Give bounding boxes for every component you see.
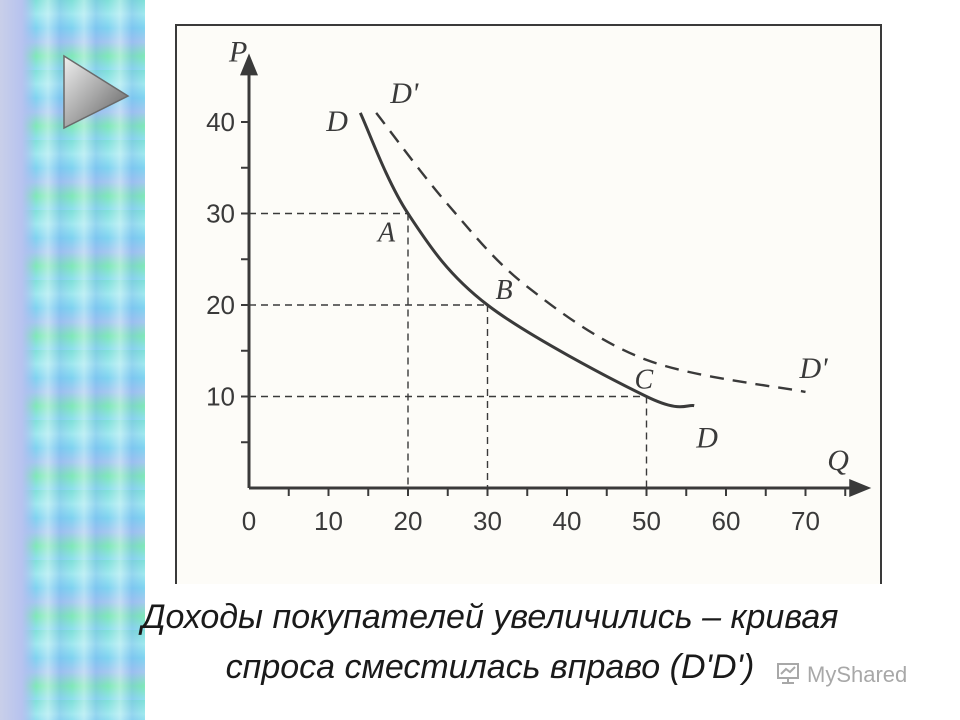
watermark-text: MyShared [807, 662, 908, 687]
y-tick-label: 40 [206, 107, 235, 137]
chart-panel: 0 10 20 30 40 50 60 70 10 20 30 40 P Q D D D' D' A B C [175, 24, 882, 584]
x-axis-arrowhead [849, 479, 872, 497]
y-tick-label: 30 [206, 199, 235, 229]
demand-curve-d [358, 112, 695, 409]
decorative-side-edge [0, 0, 36, 720]
x-tick-label: 0 [242, 506, 256, 536]
demand-chart: 0 10 20 30 40 50 60 70 10 20 30 40 P Q D D D' D' A B C [206, 35, 872, 536]
caption-line-2: спроса сместилась вправо (D'D') [225, 648, 755, 686]
x-tick-label: 60 [712, 506, 741, 536]
x-tick-label: 40 [553, 506, 582, 536]
x-tick-label: 10 [314, 506, 343, 536]
y-tick-label: 10 [206, 382, 235, 412]
y-axis-label: P [228, 35, 247, 68]
curve-end-label: D' [799, 352, 829, 385]
x-tick-label: 20 [394, 506, 423, 536]
y-axis-arrowhead [240, 53, 258, 76]
caption-line-1: Доходы покупателей увеличились – кривая [141, 598, 839, 636]
x-tick-label: 30 [473, 506, 502, 536]
x-axis-label: Q [827, 444, 849, 477]
presentation-logo-icon [775, 659, 801, 691]
x-tick-label: 50 [632, 506, 661, 536]
demand-curve-d-prime [375, 112, 806, 394]
point-label: B [496, 275, 513, 306]
point-label: A [376, 218, 396, 249]
point-label: C [635, 365, 654, 396]
y-tick-label: 20 [206, 290, 235, 320]
slide-caption: Доходы покупателей увеличились – кривая … [90, 592, 890, 692]
x-tick-label: 70 [791, 506, 820, 536]
play-arrow-icon[interactable] [58, 52, 134, 137]
curve-start-label: D [325, 105, 348, 138]
curve-end-label: D [695, 422, 718, 455]
watermark: MyShared [775, 660, 907, 690]
curve-start-label: D' [389, 77, 419, 110]
